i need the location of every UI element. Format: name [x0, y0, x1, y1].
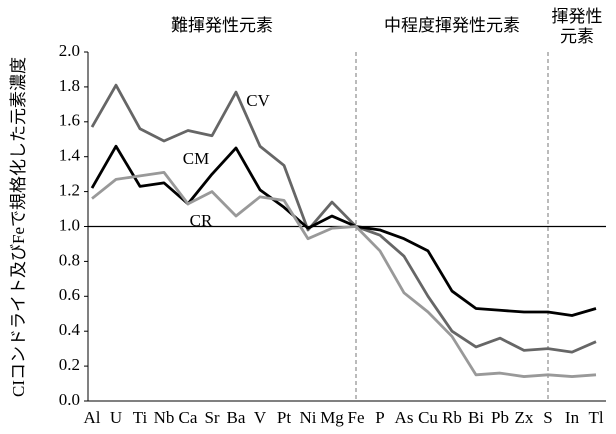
series-line: [90, 83, 597, 354]
y-tick-label: 0.6: [59, 285, 80, 304]
x-tick-label: Bi: [468, 408, 484, 427]
group-label: 揮発性: [552, 7, 603, 26]
y-axis-label: CIコンドライト及びFeで規格化した元素濃度: [9, 57, 28, 397]
x-tick-label: Tl: [588, 408, 603, 427]
x-tick-label: Cu: [418, 408, 438, 427]
y-tick-label: 0.8: [59, 250, 80, 269]
y-tick-label: 1.2: [59, 181, 80, 200]
x-tick-label: U: [110, 408, 122, 427]
y-tick-label: 0.4: [59, 320, 81, 339]
y-tick-label: 0.0: [59, 390, 80, 409]
x-tick-label: Al: [84, 408, 101, 427]
series-line: [90, 144, 597, 317]
y-tick-label: 0.2: [59, 355, 80, 374]
series-line: [91, 171, 597, 378]
x-tick-label: Fe: [348, 408, 365, 427]
x-tick-label: Pb: [491, 408, 509, 427]
series-label: CM: [183, 149, 209, 168]
y-tick-label: 1.4: [59, 146, 81, 165]
series-label: CV: [246, 91, 270, 110]
series-label: CR: [190, 211, 213, 230]
group-label: 元素: [560, 27, 594, 46]
x-tick-label: P: [375, 408, 384, 427]
y-tick-label: 1.8: [59, 76, 80, 95]
x-tick-label: Ti: [133, 408, 148, 427]
x-tick-label: V: [254, 408, 267, 427]
x-tick-label: Ba: [227, 408, 246, 427]
x-tick-label: Pt: [277, 408, 291, 427]
x-tick-label: Rb: [442, 408, 462, 427]
x-tick-label: Zx: [515, 408, 534, 427]
group-label: 難揮発性元素: [171, 16, 273, 35]
x-tick-label: As: [395, 408, 414, 427]
group-label: 中程度揮発性元素: [384, 16, 520, 35]
x-tick-label: Nb: [154, 408, 175, 427]
x-tick-label: Ca: [179, 408, 198, 427]
x-tick-label: In: [565, 408, 580, 427]
y-tick-label: 1.6: [59, 111, 80, 130]
x-tick-label: Mg: [320, 408, 344, 427]
y-tick-label: 1.0: [59, 215, 80, 234]
x-tick-label: Sr: [204, 408, 219, 427]
x-tick-label: Ni: [300, 408, 317, 427]
y-tick-label: 2.0: [59, 41, 80, 60]
x-tick-label: S: [543, 408, 552, 427]
